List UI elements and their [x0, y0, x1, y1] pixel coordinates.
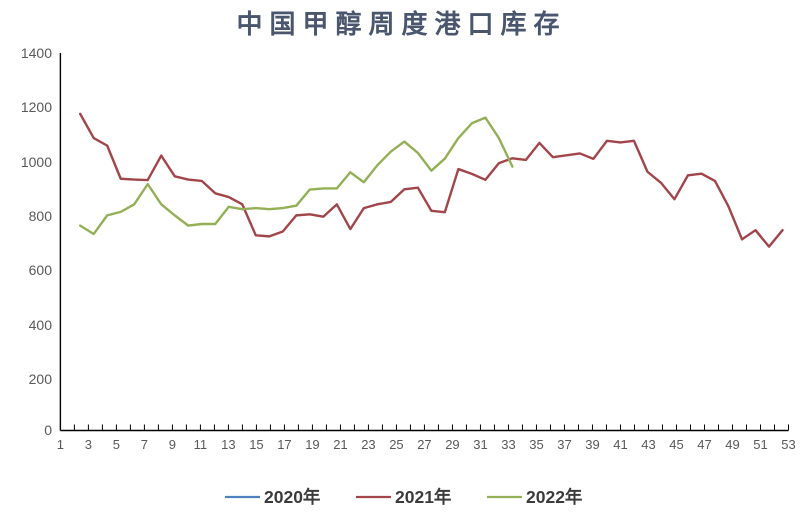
svg-text:0: 0	[44, 422, 52, 438]
svg-text:1200: 1200	[21, 99, 52, 115]
svg-text:1: 1	[57, 437, 64, 452]
svg-text:1000: 1000	[21, 154, 52, 170]
svg-text:53: 53	[781, 437, 795, 452]
svg-text:47: 47	[697, 437, 711, 452]
svg-text:37: 37	[557, 437, 571, 452]
svg-text:7: 7	[141, 437, 148, 452]
svg-text:43: 43	[641, 437, 655, 452]
svg-text:29: 29	[445, 437, 459, 452]
svg-text:39: 39	[585, 437, 599, 452]
svg-text:9: 9	[169, 437, 176, 452]
svg-text:3: 3	[85, 437, 92, 452]
svg-text:41: 41	[613, 437, 627, 452]
svg-text:11: 11	[194, 437, 208, 452]
svg-text:31: 31	[473, 437, 487, 452]
svg-text:2020年: 2020年	[264, 487, 321, 507]
svg-text:2021年: 2021年	[395, 487, 452, 507]
svg-text:600: 600	[29, 262, 53, 278]
svg-text:19: 19	[305, 437, 319, 452]
svg-text:25: 25	[389, 437, 403, 452]
svg-text:2022年: 2022年	[526, 487, 583, 507]
svg-text:33: 33	[501, 437, 515, 452]
svg-text:200: 200	[29, 371, 53, 387]
svg-text:51: 51	[753, 437, 767, 452]
svg-text:21: 21	[333, 437, 347, 452]
svg-text:400: 400	[29, 317, 53, 333]
svg-text:800: 800	[29, 208, 53, 224]
svg-text:1400: 1400	[21, 45, 52, 61]
svg-text:5: 5	[113, 437, 120, 452]
svg-text:49: 49	[725, 437, 739, 452]
svg-text:13: 13	[221, 437, 235, 452]
svg-text:45: 45	[669, 437, 683, 452]
svg-text:27: 27	[417, 437, 431, 452]
svg-text:23: 23	[361, 437, 375, 452]
svg-text:35: 35	[529, 437, 543, 452]
svg-text:17: 17	[277, 437, 291, 452]
svg-text:15: 15	[249, 437, 263, 452]
